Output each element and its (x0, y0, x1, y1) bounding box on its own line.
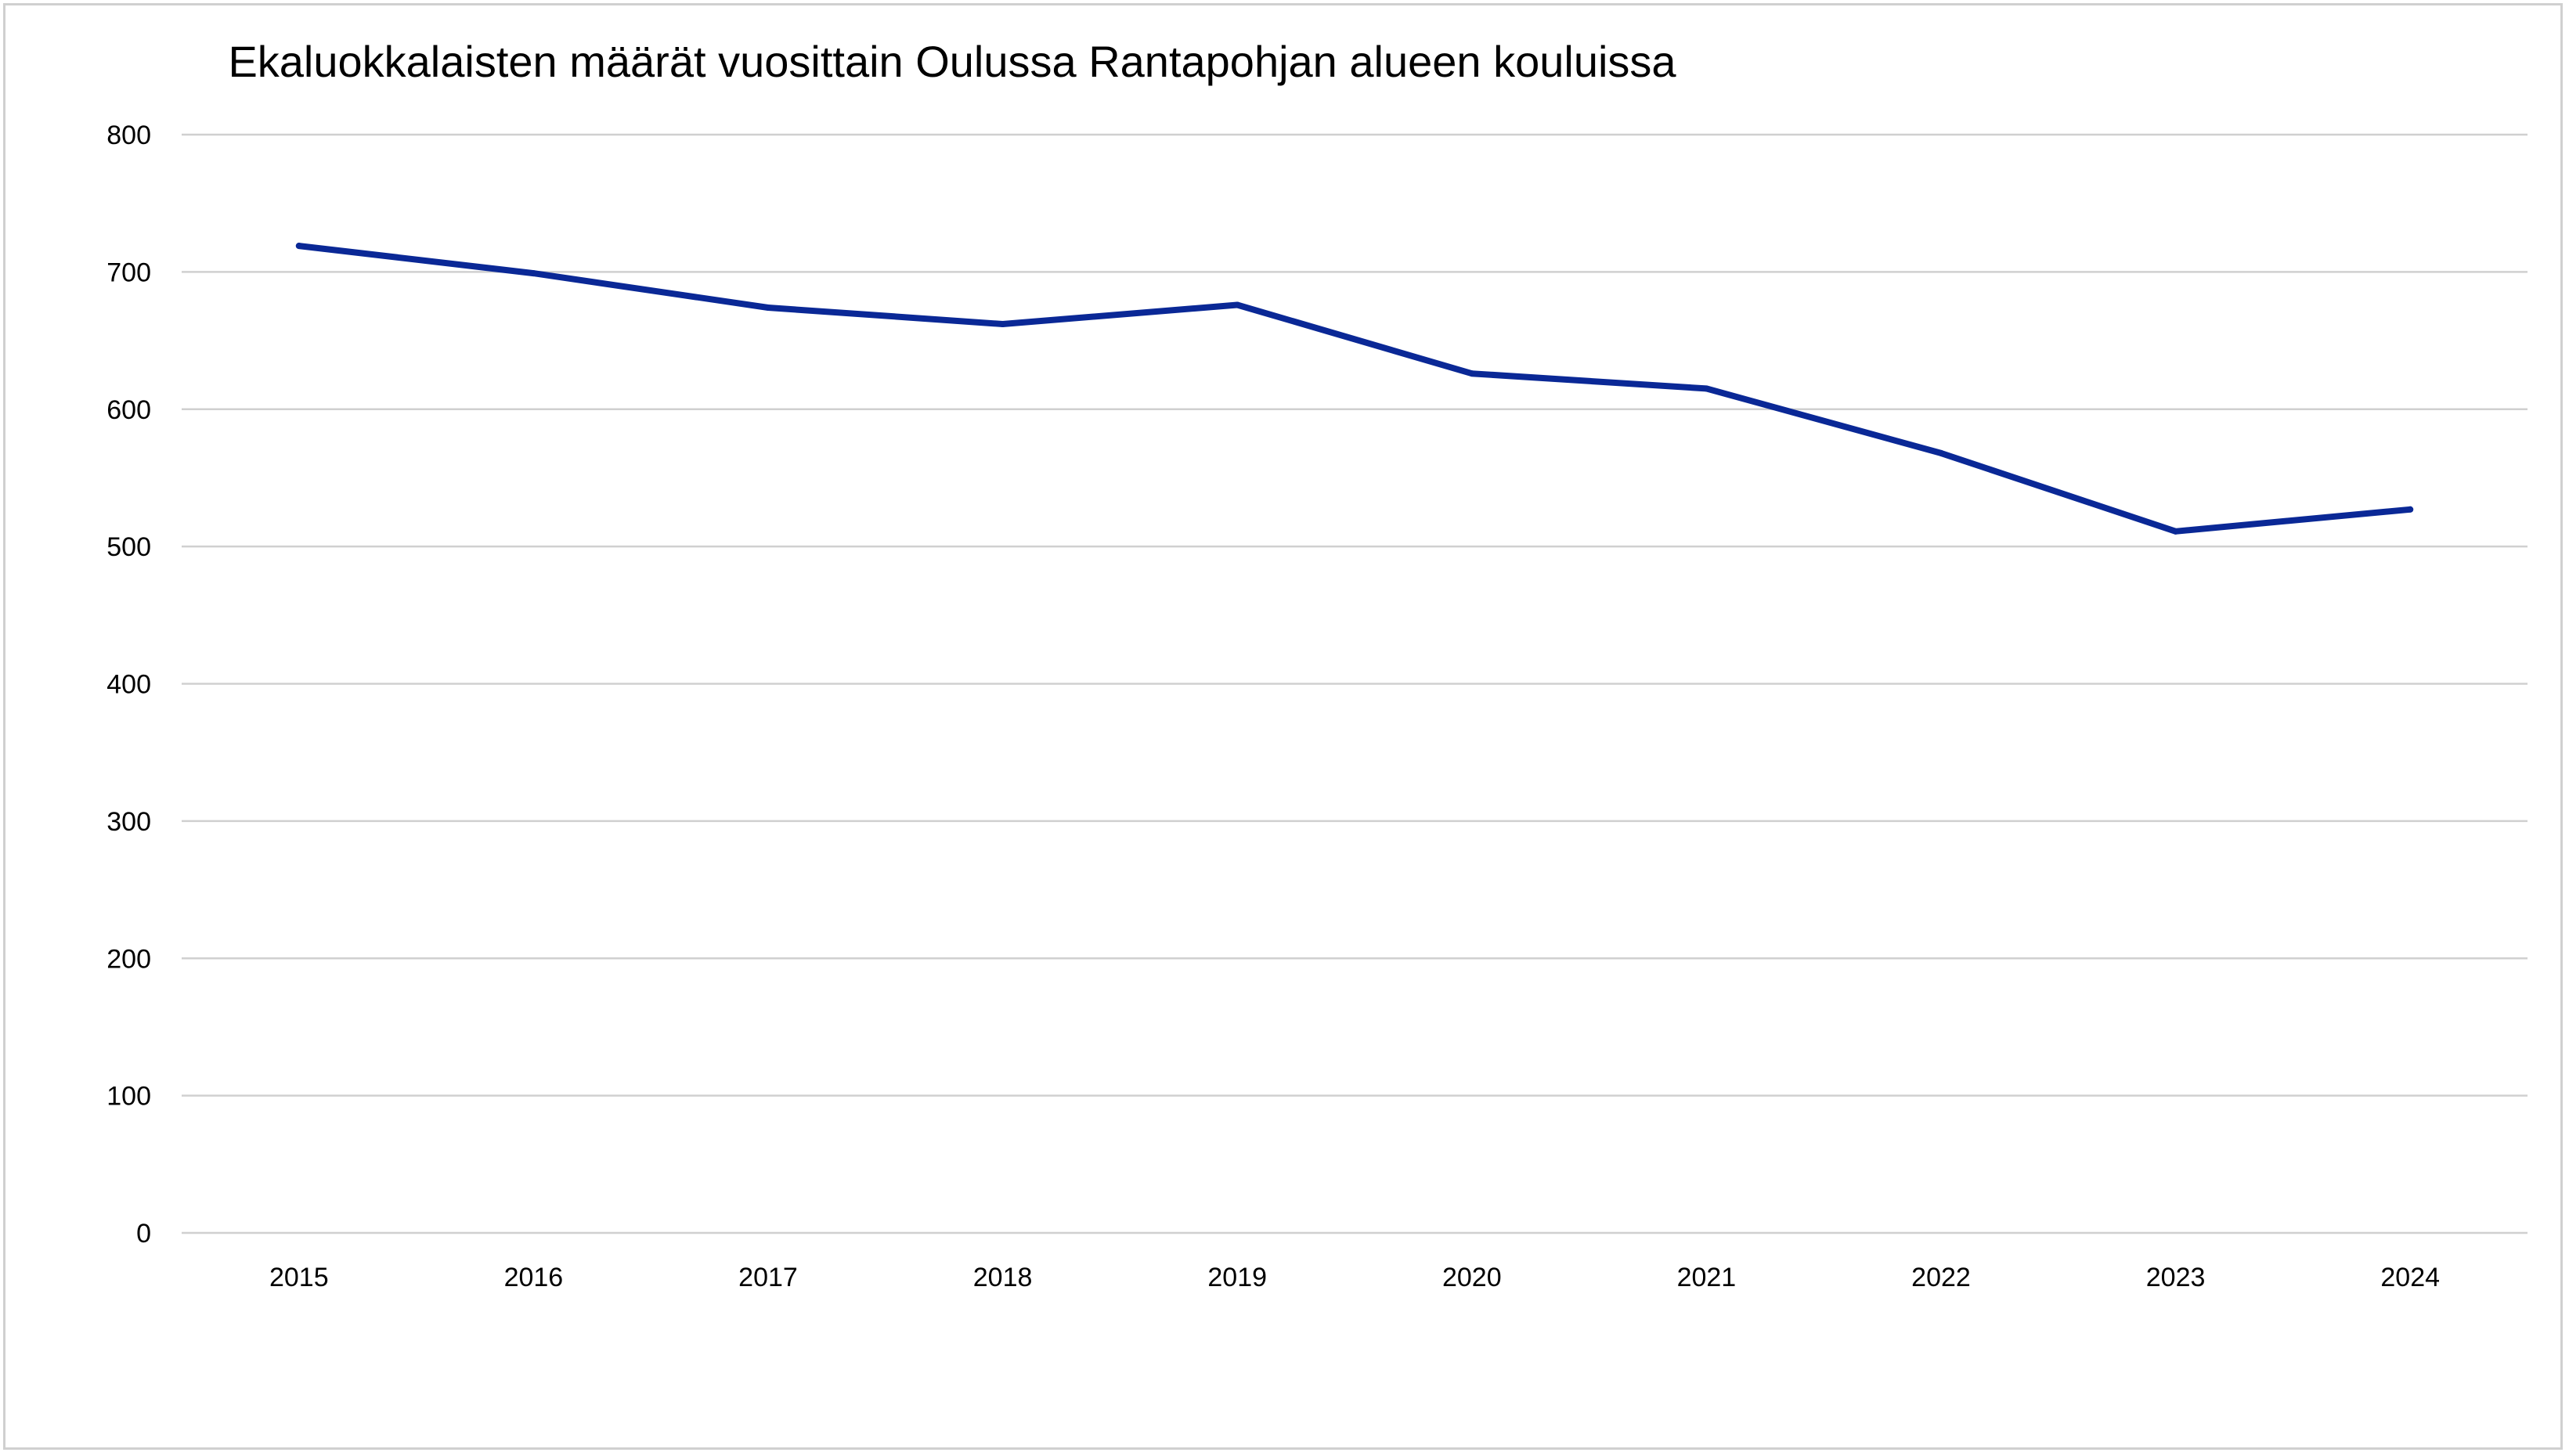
x-tick-label: 2021 (1677, 1263, 1737, 1292)
y-tick-label: 800 (106, 121, 151, 150)
x-tick-label: 2016 (504, 1263, 564, 1292)
y-tick-label: 100 (106, 1082, 151, 1112)
x-tick-label: 2024 (2380, 1263, 2440, 1292)
data-point (1938, 449, 1944, 456)
series-layer (295, 243, 2414, 535)
series-line-0 (295, 243, 2414, 535)
data-point (1234, 301, 1241, 308)
x-tick-label: 2018 (973, 1263, 1033, 1292)
y-axis-tick-labels: 0 100 200 300 400 500 600 700 800 (106, 121, 151, 1249)
x-tick-label: 2022 (1911, 1263, 1971, 1292)
data-point (1703, 385, 1710, 392)
data-point (765, 304, 771, 311)
x-tick-label: 2020 (1442, 1263, 1502, 1292)
y-tick-label: 0 (136, 1219, 151, 1249)
y-tick-label: 300 (106, 807, 151, 837)
data-point (2407, 506, 2414, 513)
y-tick-label: 600 (106, 395, 151, 425)
x-tick-label: 2019 (1207, 1263, 1267, 1292)
x-axis-tick-labels: 2015 2016 2017 2018 2019 2020 2021 2022 2023 2024 (269, 1263, 2440, 1292)
y-tick-label: 400 (106, 670, 151, 700)
grid-lines (182, 133, 2528, 1234)
chart-title: Ekaluokkalaisten määrät vuosittain Oulus… (228, 37, 1676, 86)
data-point (295, 243, 302, 250)
x-tick-label: 2023 (2146, 1263, 2206, 1292)
data-point (1468, 370, 1475, 377)
x-tick-label: 2017 (738, 1263, 798, 1292)
chart-frame (3, 3, 2563, 1450)
data-point (530, 270, 537, 277)
data-point (999, 321, 1006, 328)
data-point (2172, 528, 2179, 535)
y-tick-label: 200 (106, 944, 151, 974)
x-tick-label: 2015 (269, 1263, 329, 1292)
y-tick-label: 500 (106, 532, 151, 562)
y-tick-label: 700 (106, 258, 151, 287)
